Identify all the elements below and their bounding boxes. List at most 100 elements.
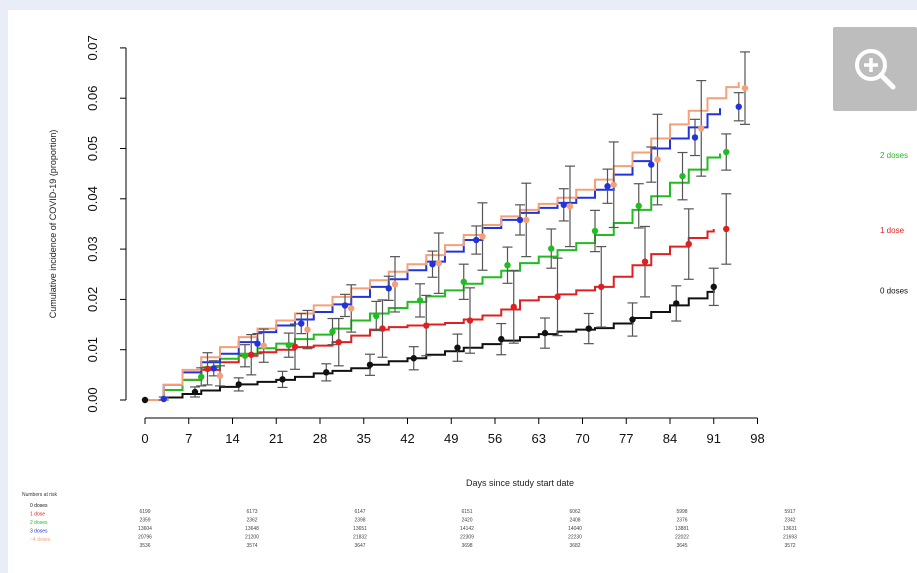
data-point-1 xyxy=(685,240,692,248)
data-point-2 xyxy=(504,261,511,269)
data-point-3 xyxy=(210,365,217,372)
x-tick-label: 42 xyxy=(400,431,414,446)
data-point-2 xyxy=(460,278,467,285)
risk-cell: 2376 xyxy=(676,518,687,524)
risk-cell: 6062 xyxy=(569,509,580,515)
risk-cell: 22309 xyxy=(460,535,474,541)
y-tick-label: 0.03 xyxy=(85,236,100,261)
data-point-0 xyxy=(366,361,374,368)
x-tick-label: 63 xyxy=(532,431,546,446)
data-point-4 xyxy=(391,281,399,288)
risk-cell: 6199 xyxy=(139,509,150,515)
data-point-4 xyxy=(216,372,224,380)
data-point-1 xyxy=(248,351,255,358)
data-point-1 xyxy=(204,365,211,373)
x-tick-label: 7 xyxy=(185,431,192,446)
data-point-0 xyxy=(235,381,242,388)
data-point-0 xyxy=(279,376,286,383)
y-axis-label: Cumulative incidence of COVID-19 (propor… xyxy=(48,130,58,319)
x-tick-label: 91 xyxy=(707,431,721,446)
x-tick-label: 98 xyxy=(750,431,764,446)
risk-cell: 5998 xyxy=(676,509,687,515)
risk-cell: 2362 xyxy=(246,518,257,524)
risk-cell: 21200 xyxy=(245,535,259,541)
risk-cell: 14142 xyxy=(460,526,474,532)
data-point-4 xyxy=(260,342,267,349)
data-point-3 xyxy=(516,216,524,224)
series-end-label-0: 0 doses xyxy=(880,286,908,295)
data-point-4 xyxy=(654,156,661,163)
data-point-0 xyxy=(498,335,505,343)
data-point-4 xyxy=(304,326,311,333)
risk-cell: 6151 xyxy=(461,509,472,515)
data-point-3 xyxy=(429,260,436,268)
risk-table: Numbers at risk 0 doses 6199 6173 6147 6151 60… xyxy=(22,492,797,549)
risk-table-title: Numbers at risk xyxy=(22,492,58,498)
data-point-0 xyxy=(629,316,636,323)
risk-cell: 2408 xyxy=(569,518,580,524)
risk-cell: 6173 xyxy=(246,509,257,515)
data-point-0 xyxy=(541,329,549,337)
x-tick-label: 21 xyxy=(269,431,283,446)
risk-cell: 3536 xyxy=(139,543,150,549)
risk-cell: 14040 xyxy=(568,526,582,532)
x-tick-label: 84 xyxy=(663,431,677,446)
data-point-2 xyxy=(329,328,336,335)
data-point-3 xyxy=(560,201,567,209)
data-point-1 xyxy=(466,317,474,324)
zoom-button[interactable] xyxy=(833,27,917,111)
risk-cell: 3698 xyxy=(461,543,472,549)
data-point-1 xyxy=(598,283,605,291)
data-point-0 xyxy=(191,388,199,396)
y-tick-label: 0.06 xyxy=(85,86,100,111)
data-point-4 xyxy=(435,259,442,267)
risk-row-label: 2 doses xyxy=(30,520,48,526)
data-point-4 xyxy=(610,181,617,188)
risk-cell: 20796 xyxy=(138,535,152,541)
data-point-2 xyxy=(285,341,292,349)
y-tick-label: 0.05 xyxy=(85,136,100,161)
data-point-4 xyxy=(698,125,705,132)
x-tick-label: 35 xyxy=(357,431,371,446)
data-point-1 xyxy=(554,293,561,301)
data-point-4 xyxy=(741,84,749,92)
risk-cell: 13648 xyxy=(245,526,259,532)
x-tick-label: 56 xyxy=(488,431,502,446)
risk-cell: 3645 xyxy=(676,543,687,549)
data-point-3 xyxy=(691,134,699,141)
series-end-label-1: 1 dose xyxy=(880,226,905,235)
data-point-2 xyxy=(241,352,249,359)
risk-cell: 21693 xyxy=(783,535,797,541)
x-tick-label: 28 xyxy=(313,431,327,446)
data-point-1 xyxy=(335,338,342,346)
data-point-3 xyxy=(254,340,261,347)
risk-cell: 5917 xyxy=(784,509,795,515)
data-point-2 xyxy=(373,312,380,320)
data-point-3 xyxy=(298,320,305,327)
series-end-label-2: 2 doses xyxy=(880,151,908,160)
risk-row-label: 1 dose xyxy=(30,512,45,518)
data-point-3 xyxy=(473,236,480,244)
data-point-2 xyxy=(548,245,555,252)
data-point-3 xyxy=(735,103,742,110)
risk-cell: 3574 xyxy=(246,543,257,549)
risk-cell: 6147 xyxy=(354,509,365,515)
figure-frame xyxy=(8,10,917,573)
data-point-1 xyxy=(291,343,299,350)
data-point-0 xyxy=(410,355,417,362)
risk-cell: 2398 xyxy=(354,518,365,524)
data-point-2 xyxy=(198,373,205,381)
series-lines xyxy=(145,82,740,401)
risk-cell: 21832 xyxy=(353,535,367,541)
risk-cell: 3682 xyxy=(569,543,580,549)
zoom-in-icon xyxy=(855,49,896,90)
y-tick-label: 0.07 xyxy=(85,35,100,60)
y-tick-label: 0.00 xyxy=(85,387,100,412)
risk-cell: 3572 xyxy=(784,543,795,549)
data-point-4 xyxy=(479,233,486,240)
risk-row-label: 0 doses xyxy=(30,503,48,509)
data-point-3 xyxy=(160,395,167,403)
risk-cell: 22022 xyxy=(675,535,689,541)
x-tick-label: 49 xyxy=(444,431,458,446)
